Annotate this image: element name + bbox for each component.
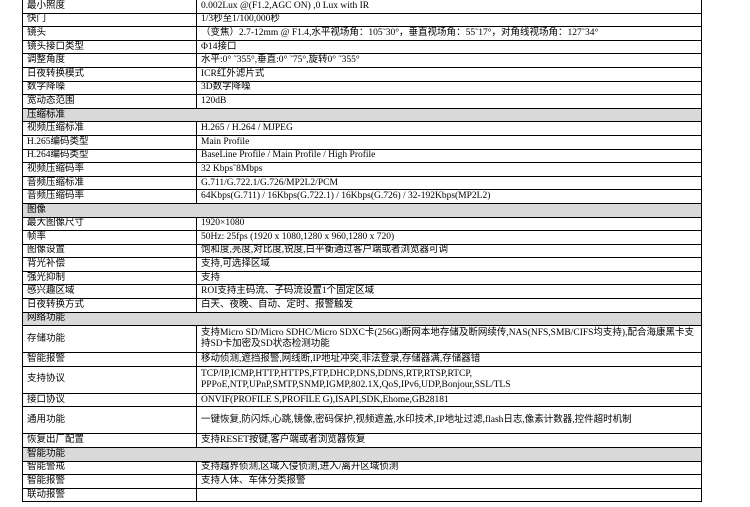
spec-label: 智能报警 bbox=[22, 474, 197, 489]
spec-value: ICR红外滤片式 bbox=[196, 66, 702, 82]
spec-value: BaseLine Profile / Main Profile / High P… bbox=[196, 148, 702, 164]
spec-value: H.265 / H.264 / MJPEG bbox=[196, 121, 702, 136]
spec-value: 支持越界侦测,区域入侵侦测,进入/离开区域侦测 bbox=[196, 460, 702, 476]
spec-value: 支持 bbox=[196, 270, 702, 286]
spec-value: Φ14接口 bbox=[196, 39, 702, 55]
spec-label: 调整角度 bbox=[22, 53, 197, 68]
spec-label: 智能警戒 bbox=[22, 460, 197, 476]
spec-value: 水平:0° ˜355°,垂直:0° ˜75°,旋转0° ˜355° bbox=[196, 53, 702, 68]
spec-table: 最小照度 0.002Lux @(F1.2,AGC ON) ,0 Lux with … bbox=[22, 0, 702, 503]
spec-label: 强光抑制 bbox=[22, 270, 197, 286]
spec-label: 支持协议 bbox=[22, 365, 197, 394]
spec-row: H.265编码类型 Main Profile bbox=[22, 134, 702, 150]
spec-row: 视频压缩标准 H.265 / H.264 / MJPEG bbox=[22, 121, 702, 136]
section-title: 网络功能 bbox=[22, 311, 702, 327]
spec-label: 智能报警 bbox=[22, 352, 197, 367]
spec-row: 宽动态范围 120dB bbox=[22, 94, 702, 109]
spec-value: 32 Kbps˜8Mbps bbox=[196, 162, 702, 177]
spec-value: G.711/G.722.1/G.726/MP2L2/PCM bbox=[196, 175, 702, 191]
spec-row: 支持协议 TCP/IP,ICMP,HTTP,HTTPS,FTP,DHCP,DNS,… bbox=[22, 365, 702, 394]
spec-row: 帧率 50Hz: 25fps (1920 x 1080,1280 x 960,12… bbox=[22, 230, 702, 245]
spec-value: 120dB bbox=[196, 94, 702, 109]
spec-label: 视频压缩码率 bbox=[22, 162, 197, 177]
section-title: 压缩标准 bbox=[22, 107, 702, 123]
spec-value bbox=[196, 487, 702, 503]
spec-label: 音频压缩码率 bbox=[22, 189, 197, 204]
spec-row: 快门 1/3秒至1/100,000秒 bbox=[22, 12, 702, 28]
spec-label: 图像设置 bbox=[22, 243, 197, 259]
spec-label: 感兴趣区域 bbox=[22, 284, 197, 300]
spec-row: 调整角度 水平:0° ˜355°,垂直:0° ˜75°,旋转0° ˜355° bbox=[22, 53, 702, 68]
spec-row: 通用功能 一键恢复,防闪烁,心跳,镜像,密码保护,视频遮盖,水印技术,IP地址过滤… bbox=[22, 406, 702, 435]
spec-label: 音频压缩标准 bbox=[22, 175, 197, 191]
spec-value: 64Kbps(G.711) / 16Kbps(G.722.1) / 16Kbps… bbox=[196, 189, 702, 204]
spec-label: 镜头接口类型 bbox=[22, 39, 197, 55]
spec-label: 通用功能 bbox=[22, 406, 197, 435]
spec-value: 一键恢复,防闪烁,心跳,镜像,密码保护,视频遮盖,水印技术,IP地址过滤,fla… bbox=[196, 406, 702, 435]
spec-value: ROI支持主码流、子码流设置1个固定区域 bbox=[196, 284, 702, 300]
spec-row: 智能警戒 支持越界侦测,区域入侵侦测,进入/离开区域侦测 bbox=[22, 460, 702, 476]
spec-row: 日夜转换模式 ICR红外滤片式 bbox=[22, 66, 702, 82]
spec-label: 视频压缩标准 bbox=[22, 121, 197, 136]
spec-label: 日夜转换方式 bbox=[22, 298, 197, 313]
spec-label: 快门 bbox=[22, 12, 197, 28]
spec-value: TCP/IP,ICMP,HTTP,HTTPS,FTP,DHCP,DNS,DDNS… bbox=[196, 365, 702, 394]
spec-label: 日夜转换模式 bbox=[22, 66, 197, 82]
spec-value: 1920×1080 bbox=[196, 216, 702, 232]
spec-row: 音频压缩标准 G.711/G.722.1/G.726/MP2L2/PCM bbox=[22, 175, 702, 191]
spec-label: 背光补偿 bbox=[22, 257, 197, 272]
spec-value: 支持RESET按键,客户端或者浏览器恢复 bbox=[196, 433, 702, 449]
spec-label: 宽动态范围 bbox=[22, 94, 197, 109]
spec-value: 白天、夜晚、自动、定时、报警触发 bbox=[196, 298, 702, 313]
spec-row: 镜头接口类型 Φ14接口 bbox=[22, 39, 702, 55]
spec-value: 0.002Lux @(F1.2,AGC ON) ,0 Lux with IR bbox=[196, 0, 702, 14]
spec-label: 接口协议 bbox=[22, 392, 197, 408]
section-title: 智能功能 bbox=[22, 447, 702, 462]
spec-value: （变焦）2.7-12mm @ F1.4,水平视场角：105˜30°，垂直视场角：… bbox=[196, 26, 702, 41]
spec-row: 强光抑制 支持 bbox=[22, 270, 702, 286]
spec-label: 镜头 bbox=[22, 26, 197, 41]
section-header-row: 压缩标准 bbox=[22, 107, 702, 123]
spec-value: 50Hz: 25fps (1920 x 1080,1280 x 960,1280… bbox=[196, 230, 702, 245]
spec-row: 恢复出厂配置 支持RESET按键,客户端或者浏览器恢复 bbox=[22, 433, 702, 449]
spec-row: 接口协议 ONVIF(PROFILE S,PROFILE G),ISAPI,SDK… bbox=[22, 392, 702, 408]
spec-label: 恢复出厂配置 bbox=[22, 433, 197, 449]
spec-row: 最大图像尺寸 1920×1080 bbox=[22, 216, 702, 232]
spec-label: 帧率 bbox=[22, 230, 197, 245]
spec-row: 音频压缩码率 64Kbps(G.711) / 16Kbps(G.722.1) / … bbox=[22, 189, 702, 204]
spec-row: 联动报警 bbox=[22, 487, 702, 503]
spec-value: 移动侦测,遮挡报警,网线断,IP地址冲突,非法登录,存储器满,存储器错 bbox=[196, 352, 702, 367]
spec-label: 最小照度 bbox=[22, 0, 197, 14]
spec-value: 3D数字降噪 bbox=[196, 80, 702, 96]
spec-value: Main Profile bbox=[196, 134, 702, 150]
spec-row: 感兴趣区域 ROI支持主码流、子码流设置1个固定区域 bbox=[22, 284, 702, 300]
spec-row: 镜头 （变焦）2.7-12mm @ F1.4,水平视场角：105˜30°，垂直视场… bbox=[22, 26, 702, 41]
section-header-row: 网络功能 bbox=[22, 311, 702, 327]
spec-row: 智能报警 移动侦测,遮挡报警,网线断,IP地址冲突,非法登录,存储器满,存储器错 bbox=[22, 352, 702, 367]
spec-label: 最大图像尺寸 bbox=[22, 216, 197, 232]
spec-label: 联动报警 bbox=[22, 487, 197, 503]
spec-row: H.264编码类型 BaseLine Profile / Main Profile… bbox=[22, 148, 702, 164]
spec-label: 数字降噪 bbox=[22, 80, 197, 96]
spec-value: 支持Micro SD/Micro SDHC/Micro SDXC卡(256G)断… bbox=[196, 325, 702, 354]
section-header-row: 智能功能 bbox=[22, 447, 702, 462]
spec-value: ONVIF(PROFILE S,PROFILE G),ISAPI,SDK,Eho… bbox=[196, 392, 702, 408]
spec-row: 数字降噪 3D数字降噪 bbox=[22, 80, 702, 96]
spec-value: 饱和度,亮度,对比度,锐度,白平衡通过客户端或者浏览器可调 bbox=[196, 243, 702, 259]
spec-row: 视频压缩码率 32 Kbps˜8Mbps bbox=[22, 162, 702, 177]
section-title: 图像 bbox=[22, 202, 702, 218]
spec-label: H.265编码类型 bbox=[22, 134, 197, 150]
spec-value: 支持,可选择区域 bbox=[196, 257, 702, 272]
spec-value: 支持人体、车体分类报警 bbox=[196, 474, 702, 489]
spec-row: 存储功能 支持Micro SD/Micro SDHC/Micro SDXC卡(25… bbox=[22, 325, 702, 354]
spec-row: 背光补偿 支持,可选择区域 bbox=[22, 257, 702, 272]
spec-label: H.264编码类型 bbox=[22, 148, 197, 164]
spec-row: 图像设置 饱和度,亮度,对比度,锐度,白平衡通过客户端或者浏览器可调 bbox=[22, 243, 702, 259]
spec-row: 日夜转换方式 白天、夜晚、自动、定时、报警触发 bbox=[22, 298, 702, 313]
section-header-row: 图像 bbox=[22, 202, 702, 218]
spec-row: 最小照度 0.002Lux @(F1.2,AGC ON) ,0 Lux with … bbox=[22, 0, 702, 14]
spec-value: 1/3秒至1/100,000秒 bbox=[196, 12, 702, 28]
spec-row: 智能报警 支持人体、车体分类报警 bbox=[22, 474, 702, 489]
spec-label: 存储功能 bbox=[22, 325, 197, 354]
